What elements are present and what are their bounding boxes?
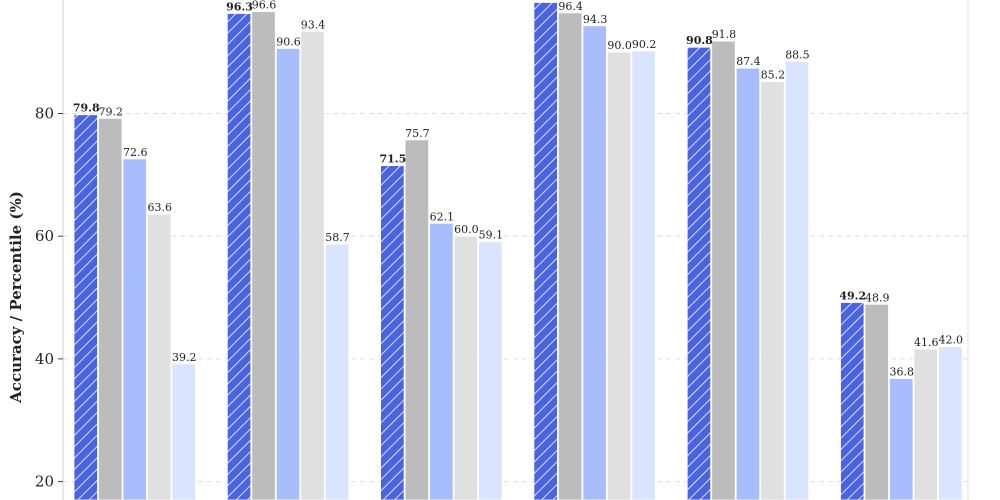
bar <box>73 114 98 500</box>
bar <box>122 158 147 500</box>
bar-value-label: 90.2 <box>632 38 657 51</box>
bar-value-label: 87.4 <box>736 55 761 68</box>
bar <box>453 235 479 500</box>
bar-value-label: 85.2 <box>761 69 786 82</box>
bar <box>478 241 503 500</box>
bar-value-label: 71.5 <box>379 153 406 166</box>
bar-value-label: 59.1 <box>479 229 504 242</box>
bar-value-label: 36.8 <box>890 366 915 379</box>
bar <box>404 139 430 500</box>
bar-value-label: 60.0 <box>454 223 479 236</box>
y-tick-label: 80 <box>35 104 54 122</box>
bar <box>784 60 810 500</box>
value-labels: 79.879.2 72.6 63.6 39.2 96.396.6 90.693.4 58.7… <box>73 0 963 379</box>
bar <box>429 222 454 500</box>
bar <box>840 302 865 500</box>
bar-value-label: 91.8 <box>712 28 737 41</box>
bar-value-label: 79.8 <box>73 102 100 115</box>
bar-value-label: 88.5 <box>785 48 810 61</box>
bar-value-label: 41.6 <box>914 336 939 349</box>
y-axis: 20 40 60 80 <box>35 0 969 500</box>
bar <box>251 11 276 500</box>
bar <box>171 363 196 500</box>
bar-value-label: 62.1 <box>430 210 455 223</box>
bar <box>938 346 963 500</box>
bar <box>889 378 914 500</box>
bar <box>760 81 785 500</box>
bar <box>913 348 938 500</box>
bar <box>735 67 761 500</box>
bar-value-label: 42.0 <box>939 334 964 347</box>
bar-value-label: 49.2 <box>839 289 866 302</box>
bar-value-label: 58.7 <box>325 231 350 244</box>
bar <box>275 48 301 500</box>
bar-value-label: 72.6 <box>123 146 148 159</box>
bar <box>98 118 123 500</box>
bar <box>711 40 736 500</box>
bar-value-label: 96.4 <box>558 0 583 13</box>
bar <box>686 46 712 500</box>
bar-value-label: 48.9 <box>865 291 890 304</box>
bar-value-label: 39.2 <box>172 351 197 364</box>
bar <box>582 25 607 500</box>
bar-value-label: 79.2 <box>99 105 124 118</box>
y-tick-label: 60 <box>35 227 54 245</box>
bar <box>607 51 632 500</box>
bar <box>558 12 583 500</box>
bar <box>380 165 405 500</box>
bar-value-label: 90.6 <box>276 35 301 48</box>
bar-value-label: 93.4 <box>301 18 326 31</box>
bar <box>300 30 325 500</box>
gridlines <box>63 112 968 483</box>
bar <box>631 50 656 500</box>
y-tick-label: 20 <box>35 473 54 491</box>
bar-value-label: 94.3 <box>583 13 608 26</box>
bar-value-label: 96.3 <box>226 0 253 13</box>
bar-value-label: 75.7 <box>405 127 430 140</box>
bar-value-label: 63.6 <box>148 201 173 214</box>
bars <box>73 2 963 500</box>
bar <box>147 213 172 500</box>
bar <box>324 243 350 500</box>
y-axis-title: Accuracy / Percentile (%) <box>7 191 25 404</box>
bar <box>226 13 252 500</box>
bar <box>533 2 558 500</box>
y-tick-label: 40 <box>35 350 54 368</box>
bar <box>864 303 889 500</box>
bar-value-label: 96.6 <box>252 0 277 12</box>
bar-value-label: 90.0 <box>607 39 632 52</box>
bar-value-label: 90.8 <box>686 34 713 47</box>
